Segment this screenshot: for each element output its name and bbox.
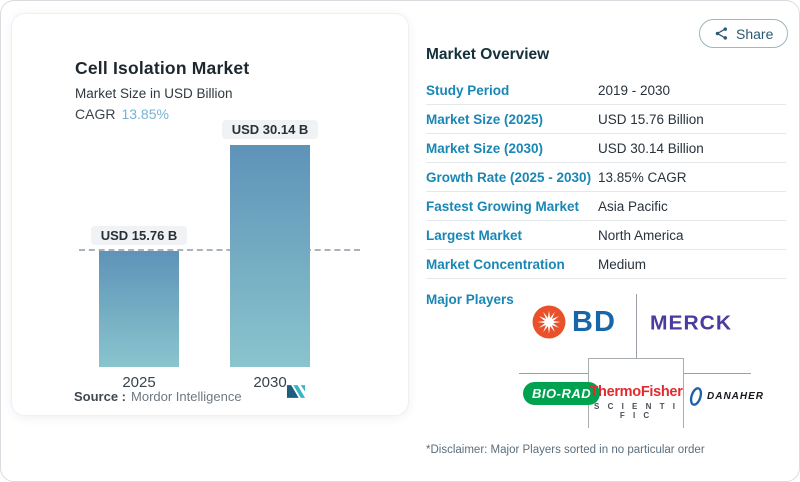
x-tick-2025: 2025 xyxy=(122,374,156,391)
cagr-label: CAGR xyxy=(75,106,116,122)
page-title: Cell Isolation Market xyxy=(75,58,250,78)
table-row: Study Period 2019 - 2030 xyxy=(426,76,786,105)
row-label: Study Period xyxy=(426,82,510,98)
danaher-swoosh-icon xyxy=(688,386,704,407)
connector-box xyxy=(588,358,684,428)
table-row: Market Size (2030) USD 30.14 Billion xyxy=(426,134,786,163)
table-row: Growth Rate (2025 - 2030) 13.85% CAGR xyxy=(426,163,786,192)
biorad-logo: BIO-RAD xyxy=(523,382,601,405)
value-label-2025: USD 15.76 B xyxy=(90,226,188,245)
table-row: Fastest Growing Market Asia Pacific xyxy=(426,192,786,221)
share-label: Share xyxy=(736,25,774,42)
row-label: Largest Market xyxy=(426,227,523,243)
thermo-fisher-logo: ThermoFisher S C I E N T I F I C xyxy=(589,384,683,420)
row-value: 2019 - 2030 xyxy=(598,82,671,98)
reference-line xyxy=(79,249,360,251)
overview-title: Market Overview xyxy=(426,46,550,63)
danaher-logo: DANAHER xyxy=(688,386,764,407)
connector-line xyxy=(684,373,751,374)
bar xyxy=(99,251,179,367)
source-label: Source : xyxy=(74,389,127,404)
bar xyxy=(230,145,310,367)
bar-chart: USD 15.76 B USD 30.14 B 2025 2030 xyxy=(64,114,390,391)
share-icon xyxy=(714,26,729,41)
row-value: USD 30.14 Billion xyxy=(598,140,704,156)
row-label: Fastest Growing Market xyxy=(426,198,580,214)
source-row: Source : Mordor Intelligence xyxy=(74,389,242,404)
market-overview-panel: Market Overview Study Period 2019 - 2030… xyxy=(426,46,786,279)
row-label: Market Concentration xyxy=(426,256,565,272)
bd-starburst-icon xyxy=(532,305,566,339)
row-label: Market Size (2025) xyxy=(426,111,544,127)
chart-header: Cell Isolation Market Market Size in USD… xyxy=(75,58,249,122)
value-label-2030: USD 30.14 B xyxy=(221,120,319,139)
major-players-section: Major Players BD MERCK BIO-RAD ThermoFis… xyxy=(426,289,786,434)
row-value: Medium xyxy=(598,256,647,272)
cagr-line: CAGR 13.85% xyxy=(75,106,249,122)
row-value: Asia Pacific xyxy=(598,198,668,214)
row-value: USD 15.76 Billion xyxy=(598,111,704,127)
thermo-fisher-logo-line2: S C I E N T I F I C xyxy=(594,402,678,420)
bd-logo: BD xyxy=(532,305,616,339)
disclaimer-text: *Disclaimer: Major Players sorted in no … xyxy=(426,444,705,456)
cagr-value: 13.85% xyxy=(121,106,169,122)
table-row: Largest Market North America xyxy=(426,221,786,250)
danaher-logo-text: DANAHER xyxy=(707,391,764,402)
row-label: Growth Rate (2025 - 2030) xyxy=(426,169,592,185)
bar-group-2025: USD 15.76 B xyxy=(90,226,188,367)
share-button[interactable]: Share xyxy=(699,19,789,48)
chart-subtitle: Market Size in USD Billion xyxy=(75,86,233,101)
table-row: Market Concentration Medium xyxy=(426,250,786,279)
bar-group-2030: USD 30.14 B xyxy=(221,120,319,367)
source-value: Mordor Intelligence xyxy=(131,389,242,404)
bd-logo-text: BD xyxy=(572,305,616,338)
mordor-intelligence-logo-icon xyxy=(284,383,308,405)
x-tick-2030: 2030 xyxy=(253,374,287,391)
thermo-fisher-logo-line1: ThermoFisher xyxy=(589,384,683,400)
row-label: Market Size (2030) xyxy=(426,140,544,156)
merck-logo: MERCK xyxy=(650,312,732,335)
row-value: North America xyxy=(598,227,684,243)
market-chart-card: Cell Isolation Market Market Size in USD… xyxy=(11,13,409,416)
major-players-label: Major Players xyxy=(426,292,514,307)
connector-line xyxy=(519,373,588,374)
row-value: 13.85% CAGR xyxy=(598,169,687,185)
connector-line xyxy=(636,294,637,358)
table-row: Market Size (2025) USD 15.76 Billion xyxy=(426,105,786,134)
